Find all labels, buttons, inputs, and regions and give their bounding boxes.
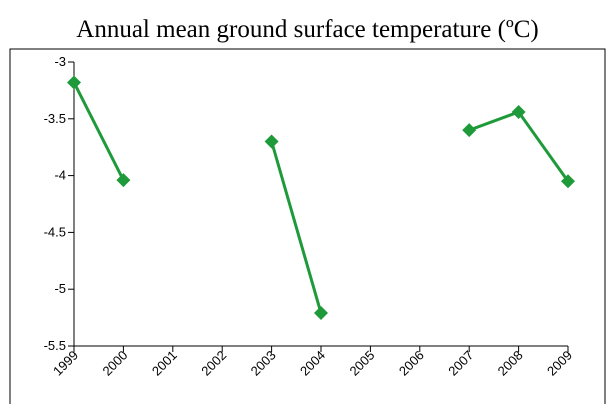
x-tick-label: 2004 — [297, 348, 328, 379]
y-tick-label: -5.5 — [44, 338, 66, 353]
y-tick-label: -3 — [54, 54, 66, 69]
series-line-segment — [517, 111, 570, 183]
x-tick-label: 2001 — [149, 348, 180, 379]
data-point-marker — [264, 134, 279, 149]
data-point-marker — [511, 104, 526, 119]
x-tick-label: 2007 — [445, 348, 476, 379]
data-point-marker — [561, 174, 575, 189]
x-tick-label: 2006 — [396, 348, 427, 379]
y-tick-label: -4.5 — [44, 224, 66, 239]
y-tick-label: -4 — [54, 168, 66, 183]
y-tick-label: -5 — [54, 281, 66, 296]
x-tick-label: 2005 — [346, 348, 377, 379]
chart-title: Annual mean ground surface temperature (… — [76, 16, 539, 43]
data-point-marker — [314, 306, 328, 321]
x-tick-label: 2009 — [544, 348, 575, 379]
x-tick-label: 2003 — [248, 348, 279, 379]
plot-area-border — [9, 48, 606, 404]
series-line-segment — [468, 110, 520, 132]
x-tick-label: 2002 — [198, 348, 229, 379]
axes — [68, 61, 569, 352]
x-tick-label: 2008 — [495, 348, 526, 379]
data-point-marker — [67, 75, 81, 90]
data-point-marker — [462, 123, 477, 138]
series-line-segment — [72, 81, 125, 181]
series-layer — [67, 75, 575, 321]
x-tick-label: 2000 — [99, 348, 130, 379]
series-line-segment — [270, 141, 323, 314]
data-point-marker — [116, 173, 131, 188]
y-tick-label: -3.5 — [44, 111, 66, 126]
